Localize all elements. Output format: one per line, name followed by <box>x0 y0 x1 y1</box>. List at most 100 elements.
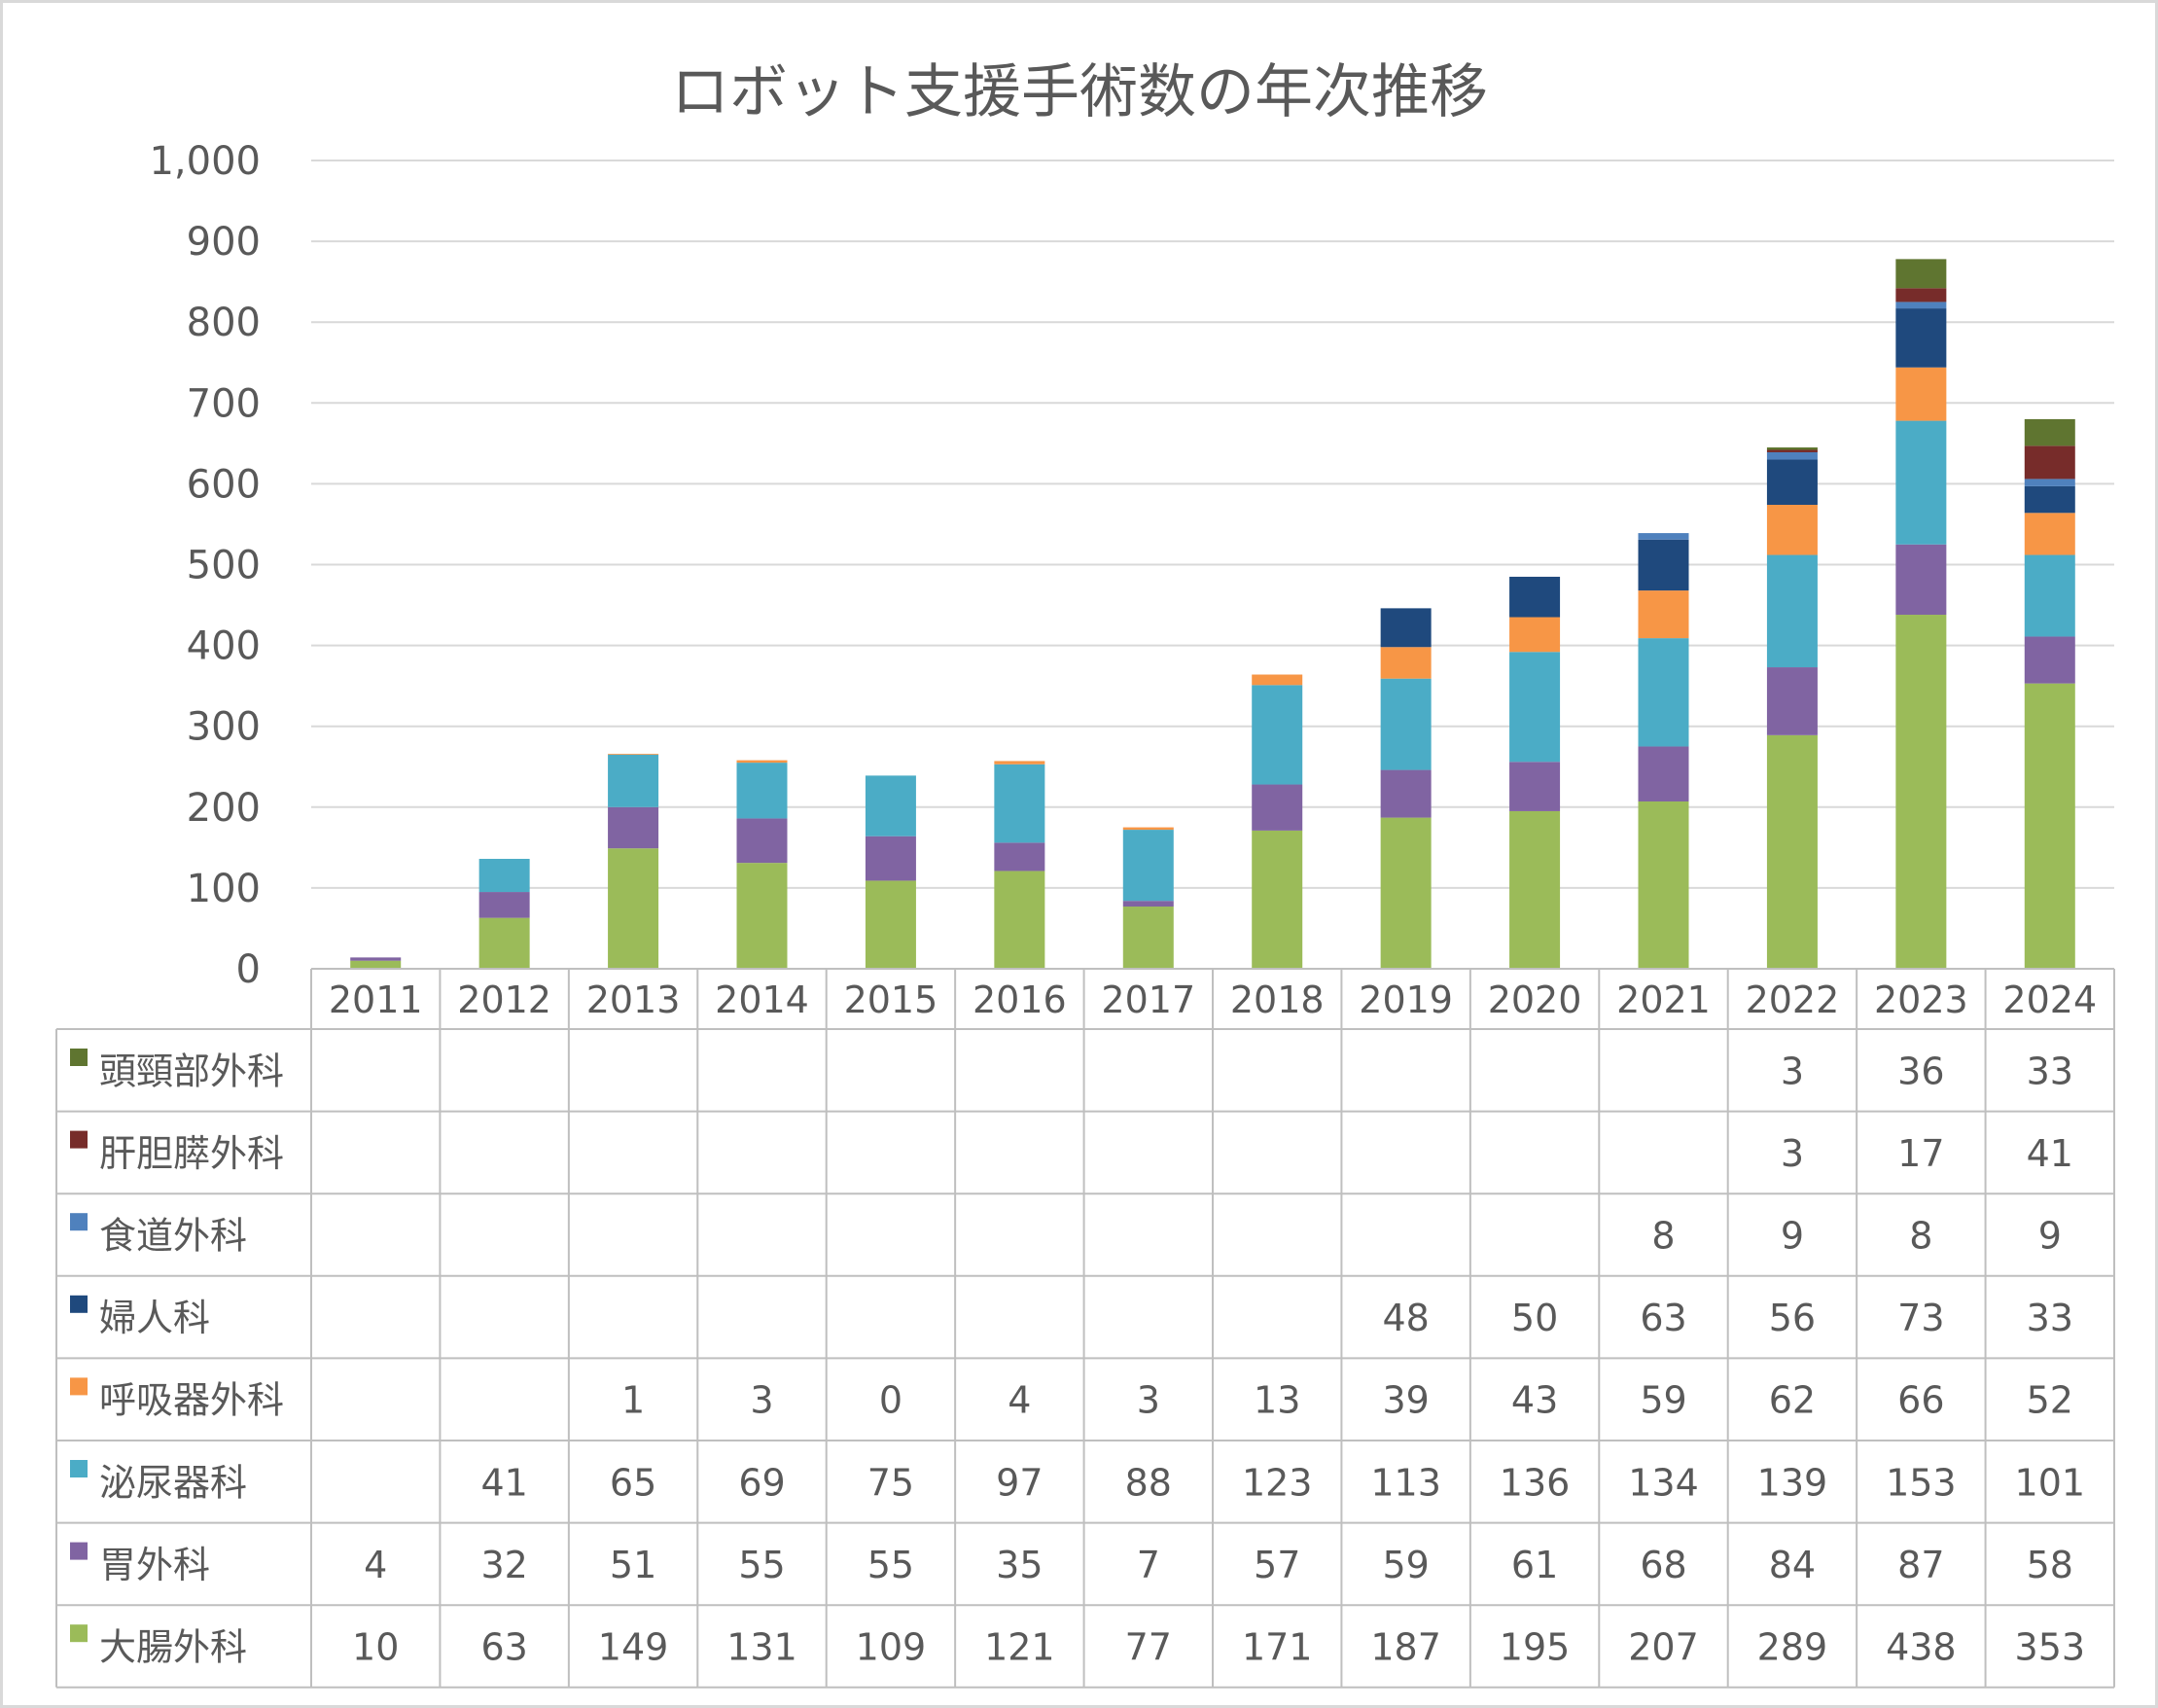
bar-segment <box>1509 762 1561 811</box>
x-tick-label: 2013 <box>586 979 681 1021</box>
data-label: 171 <box>1242 1626 1313 1669</box>
legend-label: 食道外科 <box>99 1215 247 1258</box>
bar-segment <box>1895 288 1947 302</box>
y-tick-label: 800 <box>187 301 261 345</box>
data-label: 75 <box>867 1461 914 1504</box>
bar-segment <box>1122 901 1174 907</box>
bar-segment <box>1122 830 1174 902</box>
y-axis: 0 100 200 300 400 500 600 700 800 900 1,000 <box>149 139 261 992</box>
x-tick-label: 2014 <box>715 979 809 1021</box>
bar-segment <box>1252 685 1303 785</box>
bar-segment <box>1766 459 1818 506</box>
bar-segment <box>994 764 1045 843</box>
bar-segment <box>1380 608 1432 648</box>
bar-segment <box>608 806 659 849</box>
x-tick-label: 2016 <box>973 979 1067 1021</box>
data-label: 59 <box>1382 1544 1429 1586</box>
bar-segment <box>1895 420 1947 545</box>
data-label: 121 <box>984 1626 1055 1669</box>
bar-segment <box>1766 449 1818 452</box>
data-label: 65 <box>610 1461 656 1504</box>
data-label: 61 <box>1511 1544 1558 1586</box>
bar-segment <box>350 960 402 969</box>
bar-segment <box>2024 485 2075 514</box>
bar-segment <box>608 753 659 755</box>
gridlines <box>311 160 2114 889</box>
bar-segment <box>1638 746 1689 801</box>
bar-segment <box>1895 367 1947 421</box>
bar-segment <box>1380 769 1432 818</box>
x-tick-label: 2019 <box>1359 979 1453 1021</box>
x-tick-label: 2021 <box>1616 979 1711 1021</box>
bar-segment <box>1638 638 1689 747</box>
bar-segment <box>478 917 530 969</box>
x-tick-label: 2012 <box>457 979 551 1021</box>
legend-label: 頭頸部外科 <box>99 1050 284 1092</box>
bar-segment <box>1252 830 1303 969</box>
data-label: 41 <box>480 1461 527 1504</box>
data-label: 4 <box>1008 1379 1031 1422</box>
data-label: 52 <box>2027 1379 2073 1422</box>
data-label: 56 <box>1769 1297 1816 1339</box>
legend-swatch <box>70 1460 88 1477</box>
data-label: 0 <box>879 1379 902 1422</box>
bar-segment <box>1380 817 1432 969</box>
data-label: 3 <box>750 1379 773 1422</box>
bar-segment <box>2024 554 2075 637</box>
bar-segment <box>1766 505 1818 555</box>
bar-segment <box>1766 667 1818 735</box>
bar-segment <box>2024 445 2075 480</box>
y-tick-label: 400 <box>187 624 261 669</box>
data-label: 10 <box>352 1626 399 1669</box>
legend-label: 肝胆膵外科 <box>99 1132 284 1175</box>
data-label: 62 <box>1769 1379 1816 1422</box>
bar-segment <box>1766 451 1818 460</box>
data-label: 33 <box>2027 1050 2073 1092</box>
legend-swatch <box>70 1213 88 1231</box>
x-tick-label: 2020 <box>1488 979 1582 1021</box>
data-label: 51 <box>610 1544 656 1586</box>
bar-segment <box>478 892 530 918</box>
bar-segment <box>865 775 916 836</box>
data-label: 77 <box>1125 1626 1172 1669</box>
data-label: 69 <box>738 1461 785 1504</box>
bar-segment <box>1509 617 1561 653</box>
y-tick-label: 700 <box>187 381 261 426</box>
data-label: 63 <box>480 1626 527 1669</box>
bar-segment <box>478 858 530 893</box>
x-tick-label: 2011 <box>329 979 423 1021</box>
data-label: 88 <box>1125 1461 1172 1504</box>
legend-label: 泌尿器科 <box>99 1461 247 1504</box>
bar-segment <box>1509 652 1561 763</box>
bar-segment <box>1380 678 1432 770</box>
legend-label: 婦人科 <box>99 1297 210 1339</box>
bar-segment <box>736 818 788 864</box>
data-label: 97 <box>996 1461 1043 1504</box>
data-label: 9 <box>1781 1215 1804 1258</box>
legend-swatch <box>70 1624 88 1643</box>
data-label: 73 <box>1897 1297 1944 1339</box>
x-tick-label: 2018 <box>1230 979 1325 1021</box>
data-label: 101 <box>2015 1461 2086 1504</box>
bar-segment <box>1509 810 1561 969</box>
y-tick-label: 1,000 <box>149 139 261 184</box>
data-label: 41 <box>2027 1132 2073 1175</box>
legend-swatch <box>70 1130 88 1149</box>
data-label: 131 <box>726 1626 797 1669</box>
bar-segment <box>608 754 659 807</box>
data-label: 59 <box>1640 1379 1686 1422</box>
bar-segment <box>994 871 1045 969</box>
data-label: 134 <box>1628 1461 1699 1504</box>
bar-segment <box>1766 447 1818 450</box>
data-label: 4 <box>364 1544 387 1586</box>
data-label: 33 <box>2027 1297 2073 1339</box>
data-label: 17 <box>1897 1132 1944 1175</box>
bars <box>350 259 2075 969</box>
x-tick-label: 2017 <box>1101 979 1195 1021</box>
bar-segment <box>994 842 1045 872</box>
data-label: 207 <box>1628 1626 1699 1669</box>
y-tick-label: 900 <box>187 220 261 265</box>
bar-segment <box>1895 259 1947 289</box>
legend-swatch <box>70 1049 88 1066</box>
